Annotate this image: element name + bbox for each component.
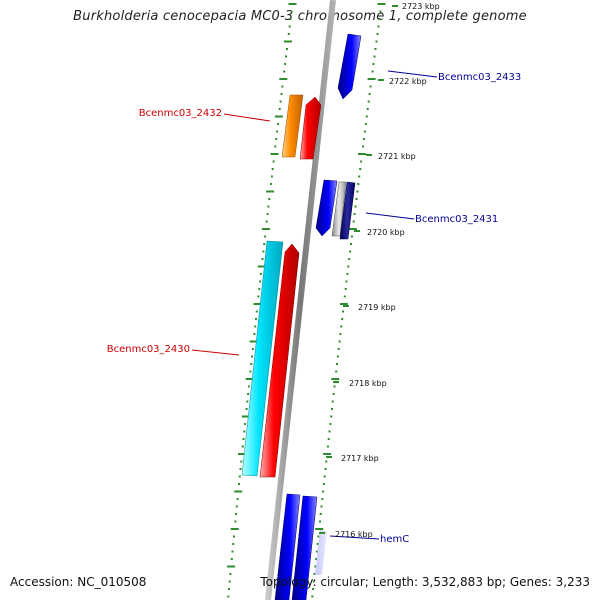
- leader-line-hemc: [329, 535, 380, 540]
- outer-dotted-ring: [311, 3, 386, 598]
- gene-arrow-bcenmc03-2432[interactable]: [299, 96, 322, 160]
- accession-text: Accession: NC_010508: [10, 575, 147, 589]
- cds-segment-bcenmc03-2431[interactable]: [339, 181, 356, 240]
- tick-label-2718: 2718 kbp: [349, 379, 387, 388]
- cds-arrow-bcenmc03-2430[interactable]: [241, 240, 284, 477]
- leader-line-bcenmc03-2433: [387, 70, 438, 78]
- topology-text: Topology: circular; Length: 3,532,883 bp…: [260, 575, 590, 589]
- cds-arrow-hemc[interactable]: [291, 495, 318, 600]
- gene-arrow-bcenmc03-2430[interactable]: [259, 243, 300, 478]
- tick-label-2721: 2721 kbp: [378, 152, 416, 161]
- chromosome-backbone: [265, 0, 336, 600]
- leader-line-bcenmc03-2430: [191, 349, 240, 356]
- tick-label-2722: 2722 kbp: [389, 77, 427, 86]
- gene-arrow-bcenmc03-2431[interactable]: [315, 179, 338, 237]
- gene-arrow-hemc[interactable]: [274, 493, 301, 600]
- tick-label-2720: 2720 kbp: [367, 228, 405, 237]
- leader-line-bcenmc03-2432: [223, 113, 271, 122]
- leader-line-bcenmc03-2431: [365, 212, 415, 220]
- tick-label-2719: 2719 kbp: [358, 303, 396, 312]
- gene-label-bcenmc03-2430: Bcenmc03_2430: [107, 344, 190, 355]
- tick-label-2716: 2716 kbp: [335, 530, 373, 539]
- map-title: Burkholderia cenocepacia MC0-3 chromosom…: [73, 9, 527, 24]
- cds-segment-hemc: [315, 530, 327, 575]
- gene-label-bcenmc03-2433: Bcenmc03_2433: [438, 72, 521, 83]
- gene-label-bcenmc03-2432: Bcenmc03_2432: [139, 108, 222, 119]
- scale-ticks: [319, 5, 398, 534]
- cds-arrow-bcenmc03-2432[interactable]: [281, 94, 304, 158]
- tick-label-2723: 2723 kbp: [402, 2, 440, 11]
- inner-dotted-ring: [227, 3, 297, 598]
- gene-label-hemc: hemC: [380, 534, 409, 545]
- cds-arrow-bcenmc03-2431[interactable]: [331, 181, 347, 237]
- gene-label-bcenmc03-2431: Bcenmc03_2431: [415, 214, 498, 225]
- tick-label-2717: 2717 kbp: [341, 454, 379, 463]
- gene-arrow-bcenmc03-2433[interactable]: [337, 33, 362, 100]
